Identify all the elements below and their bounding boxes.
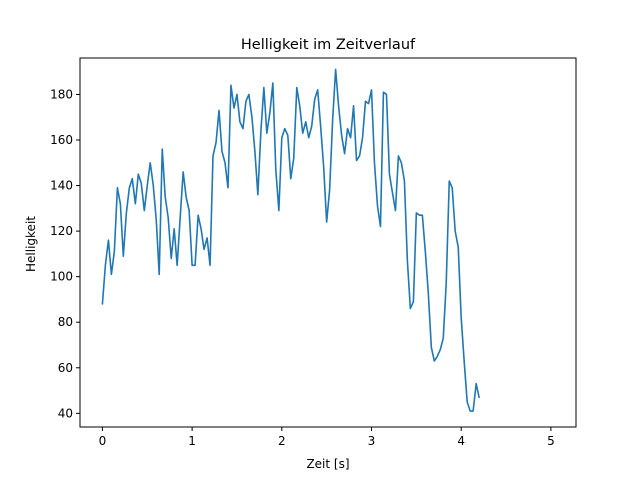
chart-title: Helligkeit im Zeitverlauf: [241, 37, 416, 53]
y-tick-label: 60: [58, 361, 73, 375]
x-tick-label: 1: [188, 434, 196, 448]
y-tick-label: 120: [50, 224, 73, 238]
x-tick-label: 0: [99, 434, 107, 448]
y-tick-label: 80: [58, 315, 73, 329]
y-tick-label: 100: [50, 270, 73, 284]
y-tick-label: 180: [50, 87, 73, 101]
x-tick-label: 3: [368, 434, 376, 448]
x-tick-label: 2: [278, 434, 286, 448]
plot-area: 0 1 2 3 4 5 40 60 80 100 120 140 160 180: [50, 57, 577, 448]
x-axis-label: Zeit [s]: [306, 457, 349, 471]
series-line: [101, 68, 480, 412]
y-tick-label: 140: [50, 179, 73, 193]
plot-frame: [79, 57, 577, 428]
y-axis-label: Helligkeit: [24, 216, 38, 272]
y-tick-label: 40: [58, 406, 73, 420]
y-tick-label: 160: [50, 133, 73, 147]
x-tick-label: 5: [547, 434, 555, 448]
x-tick-label: 4: [457, 434, 465, 448]
